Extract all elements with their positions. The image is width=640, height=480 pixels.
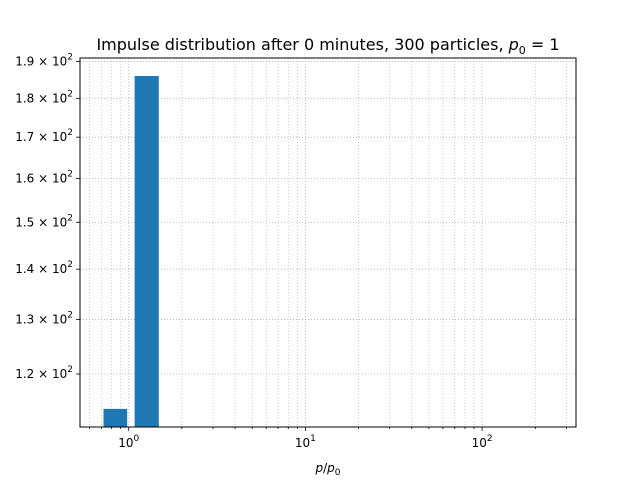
x-tick-label: 100 [118,434,139,450]
x-tick-label: 101 [295,434,316,450]
chart-title: Impulse distribution after 0 minutes, 30… [96,35,559,57]
y-tick-label: 1.3 × 102 [15,311,73,327]
bars [103,76,159,427]
bar-1 [103,408,128,427]
y-axis-ticks: 1.2 × 102 1.3 × 102 1.4 × 102 1.5 × 102 1.6 … [15,53,80,381]
y-tick-label: 1.4 × 102 [15,260,73,276]
y-tick-label: 1.5 × 102 [15,213,73,229]
y-tick-label: 1.7 × 102 [15,128,73,144]
y-tick-label: 1.2 × 102 [15,365,73,381]
plot-frame [79,57,577,428]
x-axis-label: p/p0 [314,461,340,478]
bar-2 [134,76,159,427]
x-tick-label: 102 [472,434,493,450]
y-tick-label: 1.9 × 102 [15,53,73,69]
y-tick-label: 1.6 × 102 [15,169,73,185]
y-tick-label: 1.8 × 102 [15,89,73,105]
x-axis-ticks: 100 101 102 [89,427,567,450]
